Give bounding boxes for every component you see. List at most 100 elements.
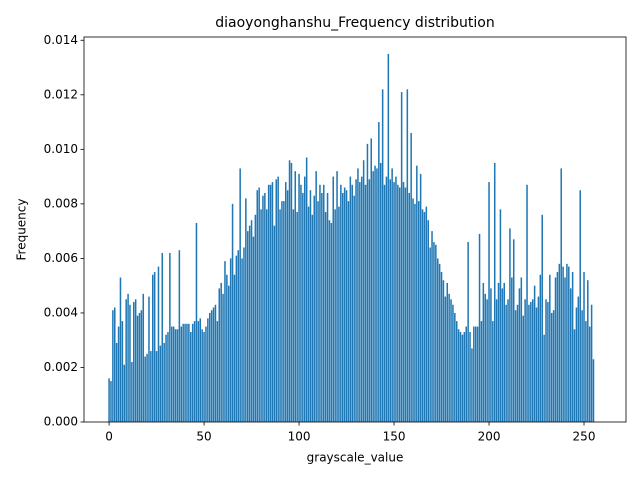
bar (321, 192, 323, 422)
bar (182, 323, 184, 422)
bar (383, 184, 386, 422)
bar (292, 209, 295, 422)
bar (117, 326, 120, 422)
bar (305, 157, 308, 422)
y-tick-label: 0.014 (44, 33, 78, 47)
bar (493, 162, 496, 422)
bar (568, 266, 570, 422)
bar (476, 326, 479, 422)
bar (385, 176, 388, 422)
bar (246, 231, 249, 422)
bar (300, 184, 302, 422)
bar (505, 304, 507, 422)
bar (381, 89, 384, 423)
bar (167, 332, 169, 422)
bar (233, 274, 236, 422)
bar (391, 168, 393, 422)
bar (153, 272, 156, 422)
bar (507, 299, 509, 422)
bar (250, 220, 253, 422)
bar (467, 242, 469, 422)
bar (144, 356, 146, 422)
bar (265, 209, 268, 422)
bar (322, 184, 325, 422)
bar (163, 342, 165, 422)
bar (279, 209, 281, 422)
bar (309, 190, 312, 422)
bar (275, 179, 278, 422)
bar (155, 351, 158, 422)
bar (459, 332, 462, 422)
bar (188, 323, 190, 422)
bar (286, 190, 289, 422)
bar (499, 209, 502, 422)
bar (171, 326, 173, 422)
bar (343, 187, 346, 422)
bar (191, 323, 194, 422)
bar (526, 184, 528, 422)
bar (522, 315, 524, 422)
bar (273, 225, 276, 422)
bar (404, 187, 407, 422)
bar (345, 190, 348, 422)
bar (533, 285, 536, 422)
bar (480, 321, 483, 422)
bar (174, 329, 177, 422)
bar (115, 342, 118, 422)
bar (412, 198, 414, 422)
bar (579, 190, 581, 422)
bar (224, 261, 226, 422)
bar (313, 195, 316, 422)
bar (353, 195, 355, 422)
x-tick-label: 150 (383, 430, 406, 444)
bar (228, 285, 230, 422)
bar (360, 176, 363, 422)
bar (482, 282, 485, 422)
bar (537, 296, 540, 422)
bar (267, 184, 270, 422)
bar (398, 187, 401, 422)
bar (518, 288, 521, 422)
bar (438, 263, 441, 422)
bar (433, 242, 435, 422)
bar (474, 326, 477, 422)
bar (448, 293, 450, 422)
bar (524, 299, 526, 422)
bar (497, 282, 500, 422)
bar (547, 302, 549, 422)
bar (231, 203, 234, 422)
bar (560, 168, 562, 422)
bar (193, 321, 196, 422)
bar (186, 323, 188, 422)
bar (220, 282, 222, 422)
bar (450, 299, 452, 422)
bar (324, 212, 327, 422)
bar (237, 250, 240, 422)
bar (172, 326, 175, 422)
bar (440, 272, 443, 422)
bar (395, 176, 397, 422)
bar (587, 280, 589, 422)
bar (332, 176, 335, 422)
y-tick-label: 0.010 (44, 142, 78, 156)
bar (355, 179, 357, 422)
bar (528, 304, 530, 422)
bar (583, 272, 585, 422)
bar (414, 203, 416, 422)
bar (134, 299, 137, 422)
bar (284, 182, 287, 422)
bar (281, 201, 283, 422)
bar (408, 192, 410, 422)
bar (478, 233, 481, 422)
bar (131, 362, 133, 422)
bar (349, 176, 352, 422)
bar (357, 168, 359, 422)
bar (503, 282, 505, 422)
bar (549, 274, 551, 422)
bar (157, 266, 160, 422)
bar (315, 171, 317, 422)
bar (417, 201, 420, 422)
bar (307, 206, 310, 422)
x-axis-label: grayscale_value (307, 451, 404, 465)
bar (210, 310, 213, 422)
